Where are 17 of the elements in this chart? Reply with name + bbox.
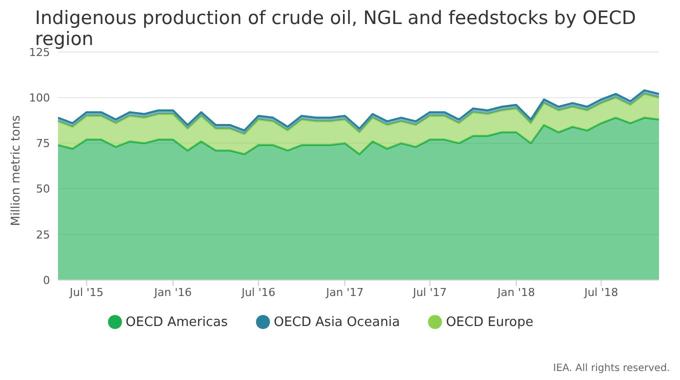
x-tick-label: Jan '17 <box>325 286 364 299</box>
x-tick-label: Jul '18 <box>583 286 618 299</box>
legend-label: OECD Americas <box>126 315 228 330</box>
text: IEA. All rights reserved. <box>553 363 670 374</box>
x-tick-label: Jul '16 <box>240 286 276 299</box>
x-tick-label: Jul '17 <box>412 286 447 299</box>
x-tick-label: Jul '15 <box>68 286 104 299</box>
y-tick-label: 100 <box>29 92 50 105</box>
x-tick-label: Jan '18 <box>496 286 536 299</box>
legend-label: OECD Asia Oceania <box>274 315 400 330</box>
y-tick-label: 75 <box>36 137 50 150</box>
x-tick-label: Jan '16 <box>153 286 192 299</box>
y-tick-label: 25 <box>36 228 50 242</box>
legend-label: OECD Europe <box>446 315 534 330</box>
y-tick-label: 0 <box>43 274 50 287</box>
y-tick-label: 50 <box>36 182 50 196</box>
y-axis-title: Million metric tons <box>8 115 22 226</box>
